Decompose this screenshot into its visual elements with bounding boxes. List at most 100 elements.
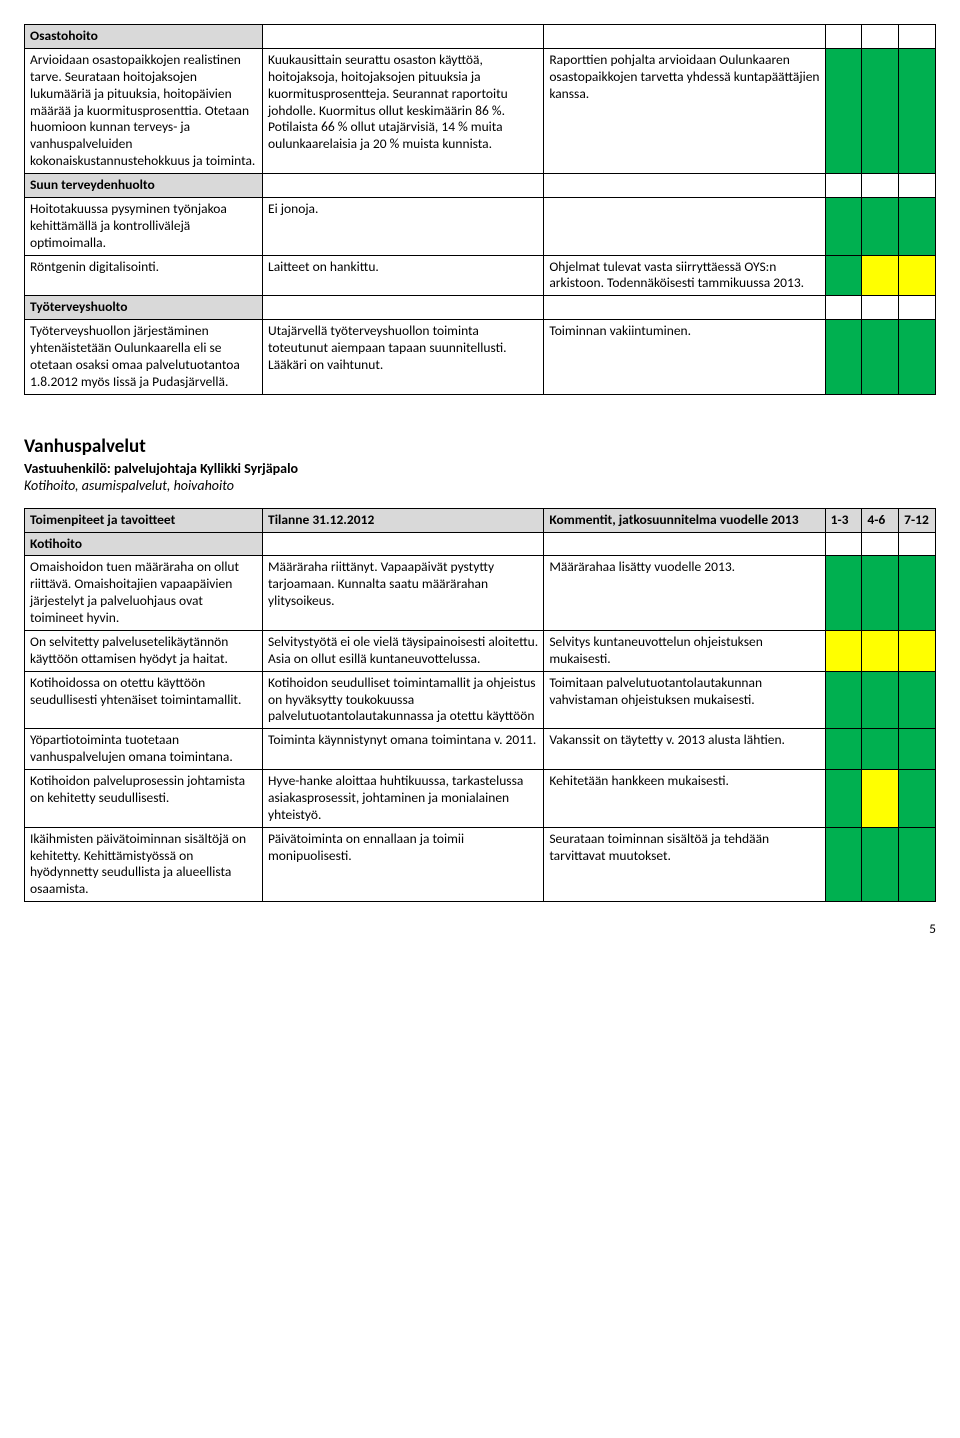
cell: Ikäihmisten päivätoiminnan sisältöjä on … (25, 827, 263, 902)
status-cell (899, 671, 936, 729)
cell: Laitteet on hankittu. (263, 255, 544, 296)
cell: Määrärahaa lisätty vuodelle 2013. (544, 556, 825, 631)
status-cell (825, 827, 862, 902)
status-cell (899, 25, 936, 49)
cell: Hoitotakuussa pysyminen työnjakoa kehitt… (25, 197, 263, 255)
section-row: Suun terveydenhuolto (25, 174, 936, 198)
cell: Hyve-hanke aloittaa huhtikuussa, tarkast… (263, 770, 544, 828)
empty-cell (544, 532, 825, 556)
status-cell (825, 320, 862, 395)
empty-cell (544, 174, 825, 198)
col-header: 7-12 (899, 508, 936, 532)
status-cell (825, 671, 862, 729)
empty-cell (263, 174, 544, 198)
section-header: Työterveyshuolto (25, 296, 263, 320)
col-header: Kommentit, jatkosuunnitelma vuodelle 201… (544, 508, 825, 532)
cell: Kotihoidon palveluprosessin johtamista o… (25, 770, 263, 828)
empty-cell (544, 296, 825, 320)
status-cell (862, 630, 899, 671)
cell: Vakanssit on täytetty v. 2013 alusta läh… (544, 729, 825, 770)
status-cell (825, 25, 862, 49)
status-cell (825, 770, 862, 828)
section-row: Kotihoito (25, 532, 936, 556)
status-cell (899, 197, 936, 255)
status-cell (899, 532, 936, 556)
section-header: Suun terveydenhuolto (25, 174, 263, 198)
upper-table: Osastohoito Arvioidaan osastopaikkojen r… (24, 24, 936, 395)
cell: Toiminta käynnistynyt omana toimintana v… (263, 729, 544, 770)
status-cell (862, 770, 899, 828)
cell: Määräraha riittänyt. Vapaapäivät pystytt… (263, 556, 544, 631)
section-note: Kotihoito, asumispalvelut, hoivahoito (24, 477, 936, 494)
status-cell (825, 197, 862, 255)
cell: Utajärvellä työterveyshuollon toiminta t… (263, 320, 544, 395)
section-header: Kotihoito (25, 532, 263, 556)
status-cell (862, 532, 899, 556)
cell: Työterveyshuollon järjestäminen yhtenäis… (25, 320, 263, 395)
table-row: Kotihoidossa on otettu käyttöön seudulli… (25, 671, 936, 729)
table-row: Kotihoidon palveluprosessin johtamista o… (25, 770, 936, 828)
cell: Kotihoidon seudulliset toimintamallit ja… (263, 671, 544, 729)
status-cell (899, 174, 936, 198)
status-cell (862, 197, 899, 255)
cell: Ohjelmat tulevat vasta siirryttäessä OYS… (544, 255, 825, 296)
section-subheading: Vastuuhenkilö: palvelujohtaja Kyllikki S… (24, 460, 936, 477)
cell: Ei jonoja. (263, 197, 544, 255)
cell: Kuukausittain seurattu osaston käyttöä, … (263, 48, 544, 173)
status-cell (899, 770, 936, 828)
status-cell (862, 729, 899, 770)
table-row: Arvioidaan osastopaikkojen realistinen t… (25, 48, 936, 173)
section-heading: Vanhuspalvelut (24, 435, 936, 458)
table-row: Omaishoidon tuen määräraha on ollut riit… (25, 556, 936, 631)
cell: Kehitetään hankkeen mukaisesti. (544, 770, 825, 828)
status-cell (862, 320, 899, 395)
col-header: 4-6 (862, 508, 899, 532)
table-row: Hoitotakuussa pysyminen työnjakoa kehitt… (25, 197, 936, 255)
status-cell (825, 48, 862, 173)
section-row: Työterveyshuolto (25, 296, 936, 320)
table-row: Työterveyshuollon järjestäminen yhtenäis… (25, 320, 936, 395)
status-cell (825, 556, 862, 631)
status-cell (862, 671, 899, 729)
status-cell (825, 296, 862, 320)
col-header: Tilanne 31.12.2012 (263, 508, 544, 532)
table-row: Röntgenin digitalisointi. Laitteet on ha… (25, 255, 936, 296)
cell: Omaishoidon tuen määräraha on ollut riit… (25, 556, 263, 631)
status-cell (899, 255, 936, 296)
section-row: Osastohoito (25, 25, 936, 49)
status-cell (862, 255, 899, 296)
status-cell (862, 174, 899, 198)
empty-cell (544, 25, 825, 49)
table-row: Ikäihmisten päivätoiminnan sisältöjä on … (25, 827, 936, 902)
status-cell (899, 556, 936, 631)
lower-table: Toimenpiteet ja tavoitteet Tilanne 31.12… (24, 508, 936, 903)
table-row: Yöpartiotoiminta tuotetaan vanhuspalvelu… (25, 729, 936, 770)
cell: Selvitystyötä ei ole vielä täysipainoise… (263, 630, 544, 671)
cell (544, 197, 825, 255)
table-row: On selvitetty palvelusetelikäytännön käy… (25, 630, 936, 671)
cell: Toimitaan palvelutuotantolautakunnan vah… (544, 671, 825, 729)
cell: Selvitys kuntaneuvottelun ohjeistuksen m… (544, 630, 825, 671)
status-cell (825, 174, 862, 198)
status-cell (825, 532, 862, 556)
status-cell (825, 729, 862, 770)
status-cell (825, 630, 862, 671)
status-cell (862, 827, 899, 902)
empty-cell (263, 25, 544, 49)
col-header: Toimenpiteet ja tavoitteet (25, 508, 263, 532)
status-cell (899, 296, 936, 320)
status-cell (862, 25, 899, 49)
cell: Yöpartiotoiminta tuotetaan vanhuspalvelu… (25, 729, 263, 770)
header-row: Toimenpiteet ja tavoitteet Tilanne 31.12… (25, 508, 936, 532)
cell: Röntgenin digitalisointi. (25, 255, 263, 296)
cell: Kotihoidossa on otettu käyttöön seudulli… (25, 671, 263, 729)
status-cell (862, 556, 899, 631)
empty-cell (263, 296, 544, 320)
status-cell (899, 729, 936, 770)
status-cell (899, 827, 936, 902)
col-header: 1-3 (825, 508, 862, 532)
status-cell (899, 630, 936, 671)
cell: Raporttien pohjalta arvioidaan Oulunkaar… (544, 48, 825, 173)
cell: Arvioidaan osastopaikkojen realistinen t… (25, 48, 263, 173)
cell: Päivätoiminta on ennallaan ja toimii mon… (263, 827, 544, 902)
